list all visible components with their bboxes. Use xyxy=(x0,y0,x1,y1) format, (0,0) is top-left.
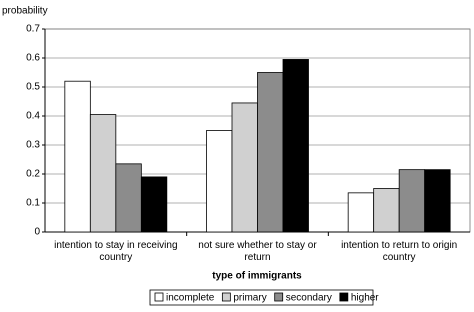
x-tick-label: intention to return to origin country xyxy=(341,240,458,263)
bar xyxy=(257,72,284,233)
legend-label: incomplete xyxy=(166,293,215,304)
x-axis-label: type of immigrants xyxy=(212,271,302,282)
y-axis-label: probability xyxy=(2,6,48,17)
y-tick-label: 0.4 xyxy=(26,111,40,122)
bar xyxy=(398,169,426,233)
bar xyxy=(282,59,309,233)
legend-swatch xyxy=(274,292,284,302)
x-tick-label: not sure whether to stay or return xyxy=(198,240,317,263)
y-tick-label: 0.6 xyxy=(26,53,40,64)
bar xyxy=(89,114,117,233)
bar xyxy=(424,169,451,233)
bar xyxy=(347,192,375,233)
y-tick-label: 0.7 xyxy=(26,24,40,35)
bar xyxy=(206,130,233,233)
legend-label: secondary xyxy=(286,293,332,304)
y-tick-label: 0 xyxy=(34,227,40,238)
y-tick-label: 0.1 xyxy=(26,198,40,209)
bar xyxy=(231,102,258,233)
legend-swatch xyxy=(154,292,164,302)
bar xyxy=(64,80,91,233)
x-tick-label: intention to stay in receiving country xyxy=(54,240,178,263)
y-tick-label: 0.2 xyxy=(26,169,40,180)
bar xyxy=(373,188,400,233)
legend-swatch xyxy=(221,292,231,302)
y-tick-label: 0.5 xyxy=(26,82,40,93)
legend-label: primary xyxy=(233,293,266,304)
y-tick-label: 0.3 xyxy=(26,140,40,151)
legend-swatch xyxy=(339,292,349,302)
bar xyxy=(115,163,142,233)
legend-box xyxy=(149,289,374,306)
bar xyxy=(140,176,168,233)
legend-label: higher xyxy=(351,293,379,304)
